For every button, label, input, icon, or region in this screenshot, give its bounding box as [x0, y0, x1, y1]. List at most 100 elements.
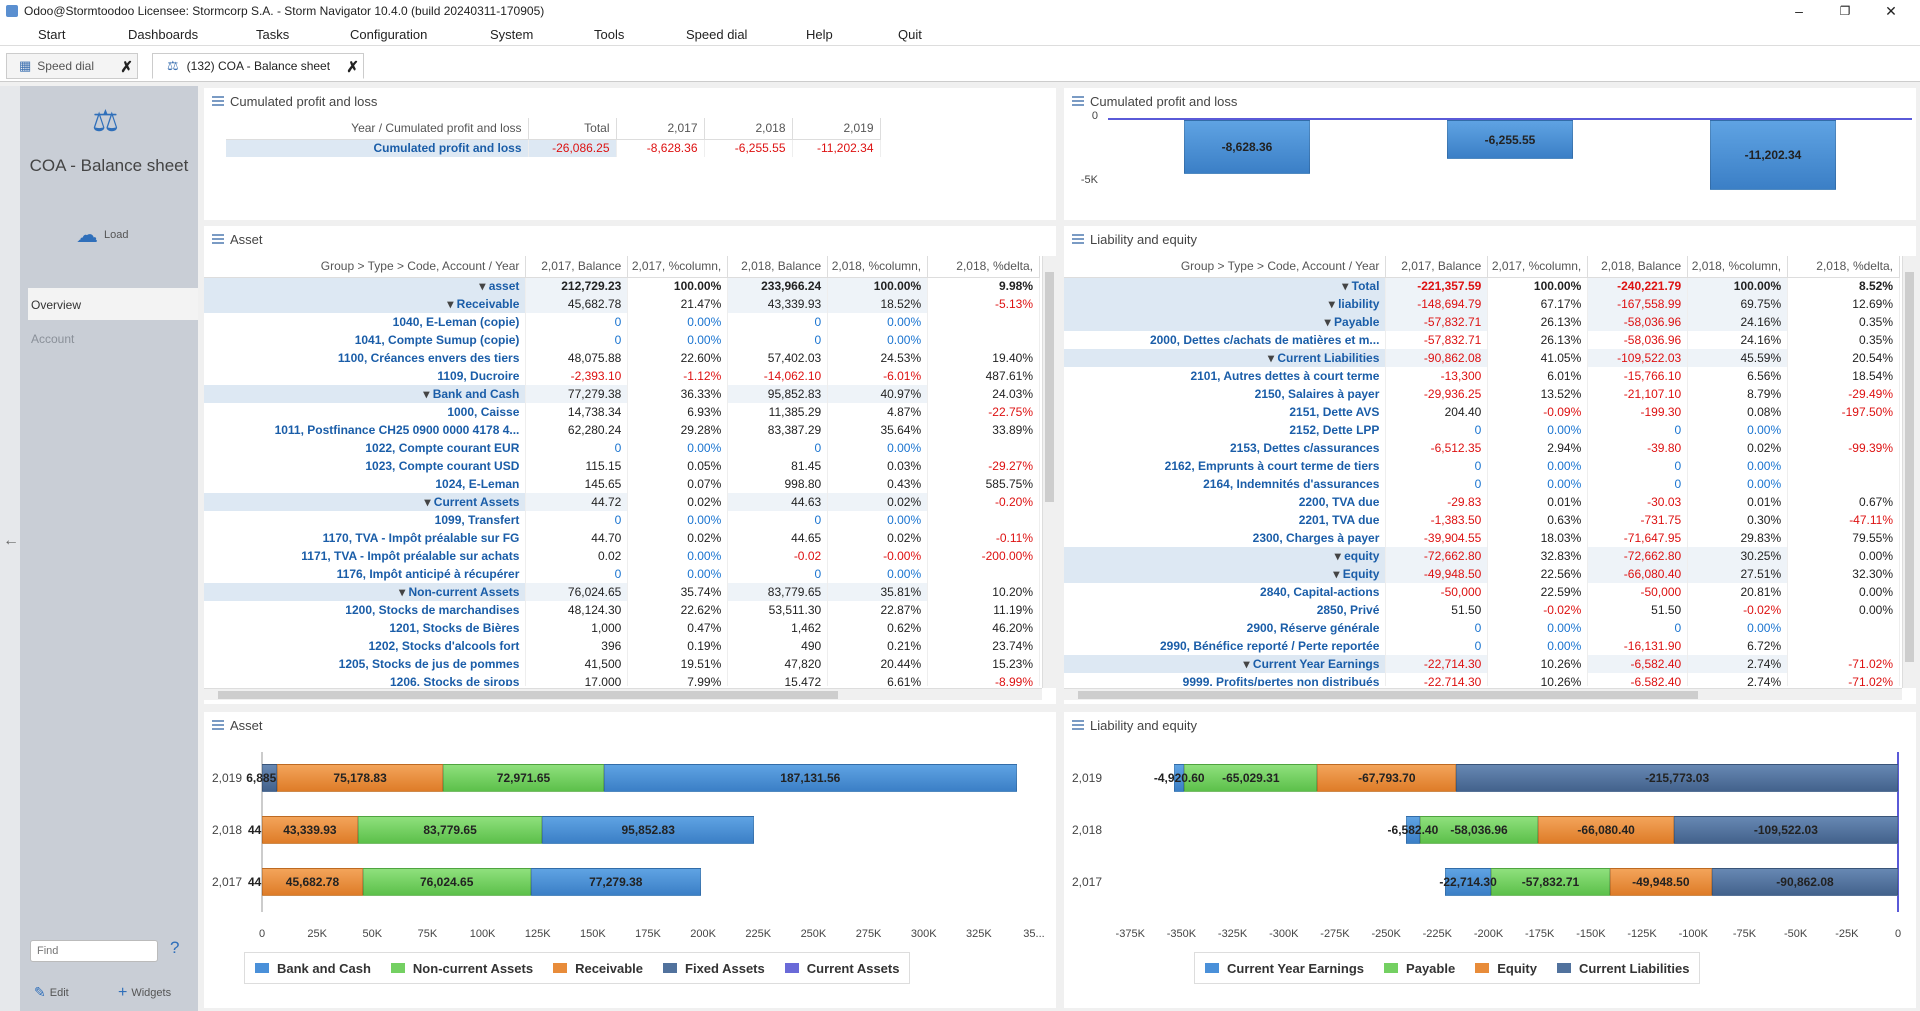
find-input[interactable]: [30, 940, 158, 962]
column-header[interactable]: 2,018, Balance: [1587, 256, 1689, 278]
menu-tasks[interactable]: Tasks: [256, 27, 290, 42]
bar-segment[interactable]: -6,582.40: [1388, 816, 1438, 844]
column-header[interactable]: 2,017, Balance: [525, 256, 629, 278]
bar-segment[interactable]: 45,682.78: [262, 868, 363, 896]
expand-toggle-icon[interactable]: ▾: [1268, 351, 1278, 365]
table-row[interactable]: 2850, Privé 51.50 -0.02% 51.50 -0.02% 0.00%: [1064, 601, 1900, 619]
menu-dashboards[interactable]: Dashboards: [128, 27, 199, 42]
table-row[interactable]: 1100, Créances envers des tiers 48,075.88…: [204, 349, 1040, 367]
scroll-thumb[interactable]: [1905, 272, 1914, 662]
column-header[interactable]: 2,018, %delta,: [927, 256, 1040, 278]
expand-toggle-icon[interactable]: ▾: [1243, 657, 1253, 671]
expand-toggle-icon[interactable]: ▾: [424, 495, 434, 509]
bar-segment[interactable]: 75,178.83: [277, 764, 443, 792]
total-row[interactable]: ▾ Total -221,357.59 100.00% -240,221.79 100.…: [1064, 277, 1900, 295]
menu-icon[interactable]: [212, 96, 224, 106]
bar-segment[interactable]: 43,339.93: [262, 816, 358, 844]
column-header[interactable]: Year / Cumulated profit and loss: [226, 118, 529, 140]
table-row[interactable]: 2201, TVA due -1,383.50 0.63% -731.75 0.30% -…: [1064, 511, 1900, 529]
expand-toggle-icon[interactable]: ▾: [479, 279, 489, 294]
expand-toggle-icon[interactable]: ▾: [423, 387, 433, 401]
legend-item[interactable]: Receivable: [553, 961, 643, 976]
bar-segment[interactable]: 187,131.56: [603, 764, 1017, 792]
horizontal-scrollbar[interactable]: [204, 688, 1042, 700]
arrow-left-icon[interactable]: ←: [3, 532, 19, 549]
table-row[interactable]: 2840, Capital-actions -50,000 22.59% -50,00…: [1064, 583, 1900, 601]
tab-speed-dial[interactable]: ▦ Speed dial ✗: [6, 53, 138, 79]
column-header[interactable]: 2,018: [704, 118, 793, 140]
table-row[interactable]: 1011, Postfinance CH25 0900 0000 4178 4.…: [204, 421, 1040, 439]
bar[interactable]: -11,202.34: [1710, 120, 1836, 190]
legend-item[interactable]: Non-current Assets: [390, 961, 533, 976]
group-row[interactable]: ▾ Equity -49,948.50 22.56% -66,080.40 27.51%…: [1064, 565, 1900, 583]
horizontal-scrollbar[interactable]: [1064, 688, 1902, 700]
menu-tools[interactable]: Tools: [594, 27, 625, 42]
tab-balance-sheet[interactable]: ⚖ (132) COA - Balance sheet ✗: [152, 53, 364, 79]
table-row[interactable]: 1109, Ducroire -2,393.10 -1.12% -14,062.10-…: [204, 367, 1040, 385]
table-row[interactable]: 1041, Compte Sumup (copie) 0 0.00% 0 0.00%: [204, 331, 1040, 349]
table-row[interactable]: 2162, Emprunts à court terme de tiers 0 0.…: [1064, 457, 1900, 475]
table-row[interactable]: 1206, Stocks de sirops 17,000 7.99% 15,472 6…: [204, 673, 1040, 686]
column-header[interactable]: 2,018, %column,: [1687, 256, 1789, 278]
bar[interactable]: -6,255.55: [1447, 120, 1573, 160]
table-row[interactable]: 1205, Stocks de jus de pommes 41,500 19.51…: [204, 655, 1040, 673]
bar-segment[interactable]: -67,793.70: [1317, 764, 1457, 792]
bar-segment[interactable]: -66,080.40: [1538, 816, 1674, 844]
table-row[interactable]: 2152, Dette LPP 0 0.00% 0 0.00%: [1064, 421, 1900, 439]
group-row[interactable]: ▾ Current Assets 44.72 0.02% 44.63 0.02% -0.2…: [204, 493, 1040, 511]
table-row[interactable]: 2200, TVA due -29.83 0.01% -30.03 0.01% 0.67%: [1064, 493, 1900, 511]
table-row[interactable]: 1176, Impôt anticipé à récupérer 0 0.00% 0 0…: [204, 565, 1040, 583]
menu-system[interactable]: System: [490, 27, 534, 42]
group-row[interactable]: ▾ equity -72,662.80 32.83% -72,662.80 30.25%…: [1064, 547, 1900, 565]
group-row[interactable]: ▾ Receivable 45,682.78 21.47% 43,339.93 18.5…: [204, 295, 1040, 313]
bar-segment[interactable]: 83,779.65: [357, 816, 543, 844]
column-header[interactable]: 2,019: [792, 118, 881, 140]
bar-segment[interactable]: -22,714.30: [1439, 868, 1497, 896]
bar-segment[interactable]: -90,862.08: [1711, 868, 1898, 896]
table-row[interactable]: 1202, Stocks d'alcools fort 396 0.19% 490 0.…: [204, 637, 1040, 655]
table-row[interactable]: 2150, Salaires à payer -29,936.25 13.52% -2…: [1064, 385, 1900, 403]
menu-icon[interactable]: [1072, 234, 1084, 244]
column-header[interactable]: Group > Type > Code, Account / Year: [1064, 256, 1387, 278]
help-icon[interactable]: ?: [170, 938, 180, 957]
legend-item[interactable]: Bank and Cash: [255, 961, 371, 976]
vertical-scrollbar[interactable]: [1902, 256, 1916, 688]
table-row[interactable]: 2101, Autres dettes à court terme -13,300…: [1064, 367, 1900, 385]
column-header[interactable]: Total: [528, 118, 617, 140]
legend-item[interactable]: Fixed Assets: [663, 961, 765, 976]
scroll-thumb[interactable]: [1078, 691, 1698, 699]
widgets-button[interactable]: + Widgets: [118, 984, 171, 1002]
column-header[interactable]: 2,018, %column,: [827, 256, 929, 278]
table-row[interactable]: 2164, Indemnités d'assurances 0 0.00% 0 0.00…: [1064, 475, 1900, 493]
column-header[interactable]: 2,017, %column,: [627, 256, 729, 278]
menu-start[interactable]: Start: [38, 27, 66, 42]
expand-toggle-icon[interactable]: ▾: [1324, 315, 1335, 329]
column-header[interactable]: 2,017, %column,: [1487, 256, 1589, 278]
expand-toggle-icon[interactable]: ▾: [447, 297, 457, 311]
column-header[interactable]: 2,018, %delta,: [1787, 256, 1900, 278]
group-row[interactable]: ▾ Bank and Cash 77,279.38 36.33% 95,852.83 4…: [204, 385, 1040, 403]
group-row[interactable]: ▾ Current Year Earnings -22,714.30 10.26% -…: [1064, 655, 1900, 673]
group-row[interactable]: ▾ Non-current Assets 76,024.65 35.74% 83,77…: [204, 583, 1040, 601]
table-row[interactable]: 1023, Compte courant USD 115.15 0.05% 81.45…: [204, 457, 1040, 475]
legend-item[interactable]: Equity: [1475, 961, 1537, 976]
menu-icon[interactable]: [1072, 720, 1084, 730]
table-row[interactable]: 2990, Bénéfice reporté / Perte reportée 0…: [1064, 637, 1900, 655]
legend-item[interactable]: Current Assets: [784, 961, 899, 976]
menu-help[interactable]: Help: [806, 27, 833, 42]
menu-icon[interactable]: [212, 234, 224, 244]
column-header[interactable]: 2,017, Balance: [1385, 256, 1489, 278]
table-row[interactable]: 1024, E-Leman 145.65 0.07% 998.80 0.43% 585.7…: [204, 475, 1040, 493]
bar-segment[interactable]: 77,279.38: [530, 868, 701, 896]
load-button[interactable]: ☁ Load: [76, 222, 128, 248]
legend-item[interactable]: Current Year Earnings: [1205, 961, 1364, 976]
bar-segment[interactable]: 72,971.65: [443, 764, 604, 792]
edit-button[interactable]: ✎ Edit: [34, 984, 69, 1001]
bar-segment[interactable]: -57,832.71: [1491, 868, 1610, 896]
expand-toggle-icon[interactable]: ▾: [1328, 297, 1339, 311]
vertical-scrollbar[interactable]: [1042, 256, 1056, 688]
bar-segment[interactable]: -58,036.96: [1419, 816, 1539, 844]
menu-speed-dial[interactable]: Speed dial: [686, 27, 748, 42]
table-row[interactable]: 2000, Dettes c/achats de matières et m..…: [1064, 331, 1900, 349]
bar-segment[interactable]: -4,920.60: [1154, 764, 1205, 792]
